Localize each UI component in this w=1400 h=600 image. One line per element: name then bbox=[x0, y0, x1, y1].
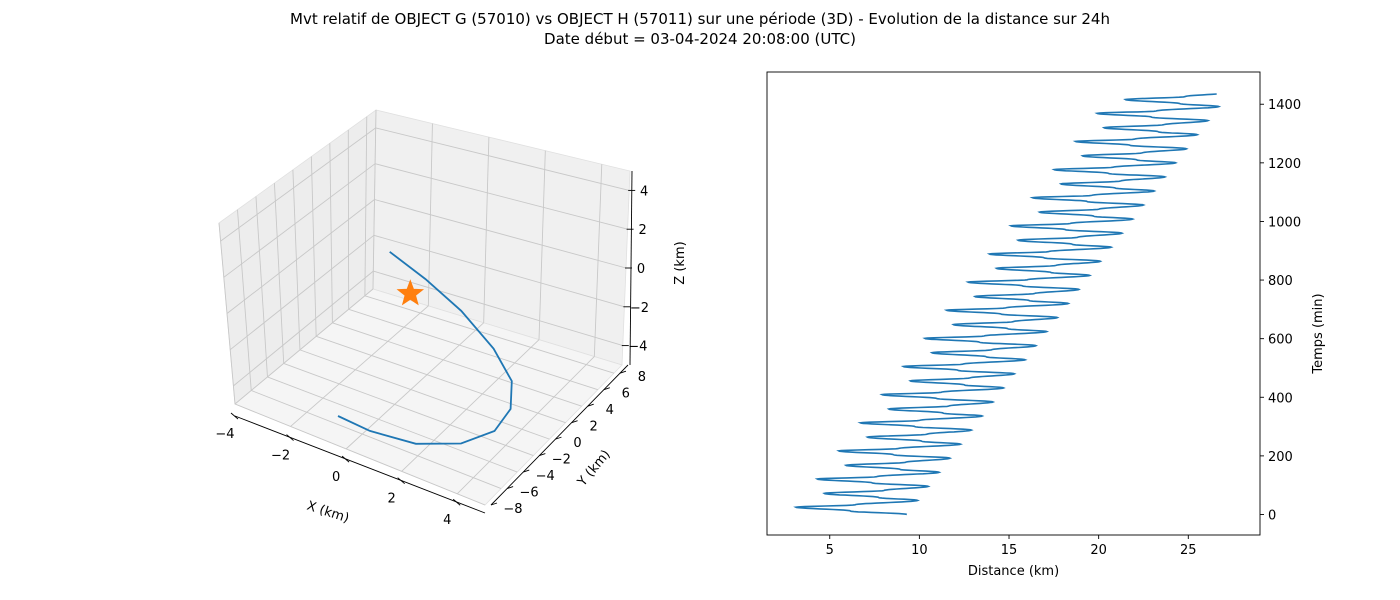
gridline-y-floor bbox=[332, 322, 582, 407]
z-tick-label-3d: −4 bbox=[628, 340, 647, 355]
y-tick-mark-3d bbox=[539, 453, 546, 457]
y-tick-label-2d: 1200 bbox=[1268, 157, 1301, 172]
y-axis-line-3d bbox=[490, 364, 629, 506]
x-tick-label-2d: 5 bbox=[826, 543, 834, 558]
gridline-y-floor bbox=[316, 335, 566, 424]
gridline-x-floor bbox=[345, 322, 484, 450]
gridline-x-floor bbox=[234, 288, 374, 405]
y-tick-label-3d: −6 bbox=[520, 486, 539, 501]
y-tick-mark-3d bbox=[490, 502, 498, 506]
reference-object-star-marker bbox=[396, 279, 425, 306]
z-tick-label-3d: −2 bbox=[630, 301, 649, 316]
x-tick-mark-3d bbox=[341, 455, 350, 463]
x-tick-label-2d: 25 bbox=[1180, 543, 1197, 558]
y-axis-label-3d: Y (km) bbox=[574, 447, 613, 490]
y-tick-label-3d: −8 bbox=[503, 502, 522, 517]
y-tick-label-2d: 400 bbox=[1268, 391, 1293, 406]
gridline-y-floor bbox=[234, 403, 486, 506]
gridline-z-back bbox=[373, 234, 625, 308]
y-tick-label-3d: −2 bbox=[552, 453, 571, 468]
y-tick-label-3d: −4 bbox=[536, 469, 555, 484]
gridline-y-floor bbox=[251, 390, 502, 489]
gridline-z-back bbox=[374, 163, 628, 230]
x-axis-line-3d bbox=[234, 415, 486, 514]
gridline-y-floor bbox=[299, 349, 550, 440]
z-tick-label-3d: 0 bbox=[637, 262, 645, 277]
y-tick-label-2d: 800 bbox=[1268, 274, 1293, 289]
plot-area-frame bbox=[766, 71, 1261, 536]
x-tick-label-2d: 10 bbox=[911, 543, 928, 558]
y-tick-label-2d: 1000 bbox=[1268, 215, 1301, 230]
y-tick-label-2d: 0 bbox=[1268, 508, 1276, 523]
y-tick-mark-3d bbox=[571, 420, 578, 424]
gridline-y-floor bbox=[364, 295, 615, 374]
z-axis-label-3d: Z (km) bbox=[673, 241, 688, 284]
x-tick-mark-3d bbox=[230, 412, 239, 420]
2d-ticks: 5 10 15 20 25 0 200 400 600 800 1000 1200 1400 bbox=[826, 98, 1301, 558]
gridline-z-left bbox=[226, 199, 375, 314]
3d-series bbox=[337, 251, 513, 445]
y-tick-label-3d: 6 bbox=[622, 387, 630, 402]
x-axis-label-3d: X (km) bbox=[305, 499, 351, 527]
x-tick-label-2d: 20 bbox=[1090, 543, 1107, 558]
chart-distance-vs-time: 5 10 15 20 25 0 200 400 600 800 1000 1200 1400 Dista… bbox=[766, 71, 1326, 579]
gridline-y-floor bbox=[348, 308, 598, 391]
x-tick-label-3d: −4 bbox=[215, 427, 234, 442]
x-tick-mark-3d bbox=[452, 498, 461, 506]
gridline-z-left bbox=[233, 270, 374, 387]
y-axis-label-2d: Temps (min) bbox=[1311, 293, 1326, 374]
y-tick-mark-3d bbox=[603, 387, 610, 391]
distance-series-line bbox=[793, 93, 1222, 516]
y-tick-label-2d: 1400 bbox=[1268, 98, 1301, 113]
y-tick-label-3d: 4 bbox=[606, 403, 614, 418]
y-tick-mark-3d bbox=[587, 403, 594, 407]
gridline-x-floor bbox=[401, 339, 540, 472]
y-tick-mark-3d bbox=[619, 370, 627, 374]
gridline-z-back bbox=[375, 127, 630, 191]
x-tick-label-3d: 4 bbox=[443, 513, 451, 528]
y-tick-label-2d: 200 bbox=[1268, 450, 1293, 465]
y-tick-label-3d: 0 bbox=[573, 436, 581, 451]
y-tick-mark-3d bbox=[523, 469, 530, 473]
gridline-z-left bbox=[223, 163, 376, 278]
3d-gridlines bbox=[218, 109, 630, 506]
figure-title: Mvt relatif de OBJECT G (57010) vs OBJEC… bbox=[290, 10, 1110, 28]
y-tick-label-3d: 2 bbox=[589, 420, 597, 435]
y-tick-mark-3d bbox=[555, 436, 562, 440]
y-tick-label-3d: 8 bbox=[638, 370, 646, 385]
x-tick-mark-3d bbox=[397, 477, 405, 485]
x-tick-mark-3d bbox=[286, 434, 294, 441]
gridline-z-left bbox=[229, 234, 375, 351]
relative-trajectory-line bbox=[337, 251, 513, 445]
gridline-x-floor bbox=[290, 305, 429, 427]
x-tick-label-3d: 0 bbox=[332, 470, 340, 485]
z-tick-label-3d: 4 bbox=[640, 184, 648, 199]
y-tick-mark-3d bbox=[506, 486, 514, 489]
gridline-z-back bbox=[373, 270, 623, 347]
gridline-z-back bbox=[374, 199, 627, 269]
z-tick-label-3d: 2 bbox=[638, 223, 646, 238]
gridline-y-floor bbox=[267, 376, 518, 473]
x-tick-label-3d: 2 bbox=[388, 492, 396, 507]
y-tick-label-2d: 600 bbox=[1268, 333, 1293, 348]
x-tick-label-3d: −2 bbox=[271, 449, 290, 464]
gridline-z-left bbox=[220, 127, 376, 242]
gridline-y-floor bbox=[283, 362, 534, 457]
figure-subtitle: Date début = 03-04-2024 20:08:00 (UTC) bbox=[544, 30, 856, 48]
x-tick-label-2d: 15 bbox=[1001, 543, 1018, 558]
gridline-x-floor bbox=[456, 356, 595, 495]
x-axis-label-2d: Distance (km) bbox=[968, 564, 1059, 579]
